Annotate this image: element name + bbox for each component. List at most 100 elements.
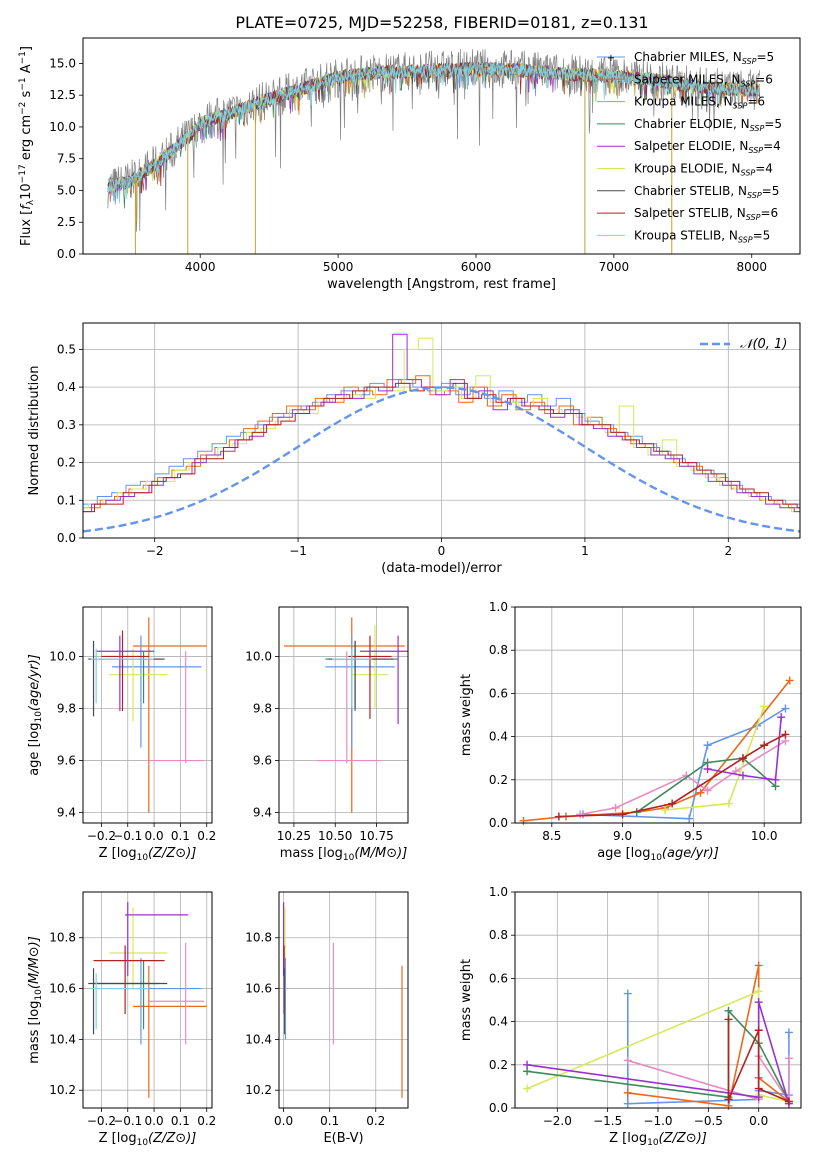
y-tick-label: 1.0 [489,600,508,614]
legend-label-tail: =4 [755,162,773,176]
y-tick-label: 9.8 [253,701,272,715]
weight-point [668,799,677,808]
x-axis-label: E(B-V) [323,1131,363,1146]
x-tick-label: −2 [146,544,164,558]
x-tick-label: 8000 [736,260,767,274]
y-axis-label: Flux [fλ10−17 erg cm−2 s−1 A−1] [18,46,36,246]
panel-age-vs-Z: −0.2−0.1 0.0 0.1 0.29.49.69.810.0Z [log10(Z… [27,606,216,863]
weight-point [703,765,712,773]
panel-weight-vs-age: 8.5 9.0 9.5 10.0 0.0 0.2 0.4 0.6 0.8 1.0 age [log1… [459,600,802,863]
x-tick-label: 0.0 [145,829,164,843]
weight-point [754,1084,763,1093]
x-tick-label: 10.0 [751,829,778,843]
x-axis-label: Z [log10(Z/Z⊙)] [99,846,197,863]
errorbar [88,968,168,1035]
legend-label-tail: =6 [760,206,778,220]
label-part: mass [ [27,1020,42,1063]
legend-label: Kroupa STELIB, NSSP=5 [634,228,770,244]
legend-label-main: Kroupa ELODIE, N [634,162,741,176]
errorbar [111,635,202,748]
y-tick-label: 15.0 [49,56,76,70]
weight-line [707,717,782,781]
weight-point [754,1093,763,1102]
label-part: (Z/Z⊙)] [659,1131,707,1146]
weight-point [760,702,769,711]
y-axis-label: mass weight [459,674,474,756]
y-tick-label: 1.0 [489,885,508,899]
y-tick-label: 0.6 [489,971,508,985]
legend-label-main: Salpeter ELODIE, N [634,139,748,153]
weight-line [579,740,786,816]
y-label-part: A [19,64,34,77]
y-tick-label: 10.4 [245,1032,272,1046]
weight-point [754,987,763,996]
y-tick-label: 0.2 [489,1058,508,1072]
y-tick-label: 0.4 [489,1015,508,1029]
x-tick-label: 10.75 [359,829,393,843]
legend-label-sub: SSP [747,191,762,200]
weight-series [724,1015,793,1106]
errorbar [90,973,149,1030]
x-tick-label: 5000 [323,260,354,274]
x-axis-label: Z [log10(Z/Z⊙)] [99,1131,197,1148]
weight-point [784,1054,793,1063]
y-label-part: erg cm [19,115,34,164]
panel-mass-vs-EBV: 0.0 0.1 0.2 10.2 10.4 10.6 10.8 E(B-V) [245,891,409,1146]
label-part: log [27,723,42,743]
y-tick-label: 0.8 [489,643,508,657]
x-tick-label: −1 [289,544,307,558]
x-tick-label: −0.2 [87,829,116,843]
weight-point [576,810,585,819]
y-label-part: −17 [18,164,28,183]
legend-label-tail: =5 [762,184,780,198]
y-tick-label: 0.2 [57,456,76,470]
y-tick-label: 0.3 [57,418,76,432]
x-tick-label: 7000 [599,260,630,274]
weight-line [665,706,765,811]
weight-point [781,730,790,739]
weight-point [760,741,769,750]
y-axis-label: mass weight [459,959,474,1041]
legend-label: Salpeter STELIB, NSSP=6 [634,206,778,222]
y-tick-label: 0.0 [57,531,76,545]
legend-label-sub: SSP [738,235,753,244]
weight-point [724,1006,733,1015]
errorbar [148,651,205,764]
y-tick-label: 0.8 [489,928,508,942]
axes-frame [514,891,802,1109]
y-tick-label: 0.4 [489,730,508,744]
x-tick-label: 0.0 [749,1114,768,1128]
y-label-part: λ [26,199,36,205]
x-tick-label: −1.0 [643,1114,672,1128]
axes-frame [514,606,802,824]
panel-weight-vs-Z: −2.0 −1.5 −1.0 −0.5 0.0 0.0 0.2 0.4 0.6 0.8 1.0 Z [… [459,885,802,1148]
label-part: (M/M⊙)] [354,846,407,861]
legend-label-main: Kroupa STELIB, N [634,228,738,242]
weight-point [771,775,780,784]
axes-frame [278,606,409,824]
weight-point [781,704,790,713]
x-tick-label: 0.0 [274,1114,293,1128]
normal-curve [83,386,800,533]
errorbar [96,635,155,712]
label-part: Z [ [99,846,117,861]
label-part: mass [ [280,846,323,861]
label-part: 10 [343,853,355,863]
weight-series [703,713,786,784]
label-part: log [117,1131,137,1146]
y-label-part: −1 [18,77,28,90]
label-part: (age/yr)] [662,846,719,861]
y-axis-label: age [log10(age/yr)] [27,654,44,776]
y-tick-label: 2.5 [57,215,76,229]
y-tick-label: 10.0 [245,649,272,663]
label-part: log [117,846,137,861]
label-part: 10 [647,1138,659,1148]
weight-point [685,814,694,823]
errorbar [317,651,382,764]
y-tick-label: 7.5 [57,152,76,166]
y-tick-label: 9.6 [253,754,272,768]
weight-point [623,1088,632,1097]
y-tick-label: 0.0 [57,247,76,261]
